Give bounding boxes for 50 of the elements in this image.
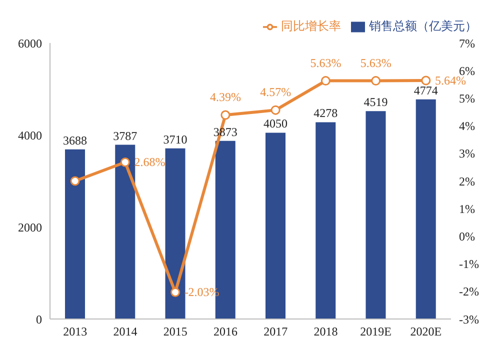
data-label: 4.39% [210,90,241,104]
y2-tick-label: 3% [459,146,475,161]
legend-label: 销售总额（亿美元） [369,19,477,33]
point [421,76,431,86]
point [270,105,280,115]
x-tick-label: 2014 [113,324,138,339]
y2-tick-label: 1% [459,202,475,216]
y2-tick-label: -2% [459,284,479,299]
x-tick-label: 2018 [314,324,338,339]
y-tick-label: 6000 [18,36,42,50]
y-tick-label: 2000 [18,220,42,234]
bar [165,148,186,319]
bar [416,99,436,319]
y2-tick-label: 0% [459,229,475,244]
x-tick-label: 2015 [163,324,188,339]
y2-tick-label: 7% [459,36,475,50]
y-tick-label: 0 [36,312,42,326]
y2-tick-label: 5% [459,91,475,106]
data-label: 3688 [63,133,87,148]
data-label: 3787 [113,128,138,143]
data-label: 4050 [264,116,288,131]
point [120,157,130,167]
x-tick-label: 2020E [410,324,442,339]
point [371,76,381,86]
bar [115,144,136,319]
x-tick-label: 2013 [63,324,88,339]
y2-tick-label: -3% [459,312,479,326]
bar [316,122,336,319]
y2-tick-label: 2% [459,174,475,188]
data-label: 3710 [163,132,188,146]
data-label: 4.57% [260,85,292,100]
y2-tick-label: 6% [459,64,475,78]
point [170,287,180,297]
bar [65,149,85,319]
y2-tick-label: -1% [459,257,479,272]
x-tick-label: 2017 [264,324,288,339]
data-label: 4519 [364,95,388,110]
point [70,176,80,186]
legend-label: 同比增长率 [281,19,341,33]
y-tick-label: 4000 [18,128,42,142]
bar [266,132,286,319]
x-tick-label: 2019E [360,324,392,339]
data-label: 4278 [314,106,338,120]
data-label: 5.63% [310,56,342,70]
y2-tick-label: 4% [459,119,475,134]
point [220,110,230,120]
x-tick-label: 2016 [213,324,238,339]
bar [366,111,386,319]
point [320,76,330,86]
data-label: 5.63% [360,56,392,70]
